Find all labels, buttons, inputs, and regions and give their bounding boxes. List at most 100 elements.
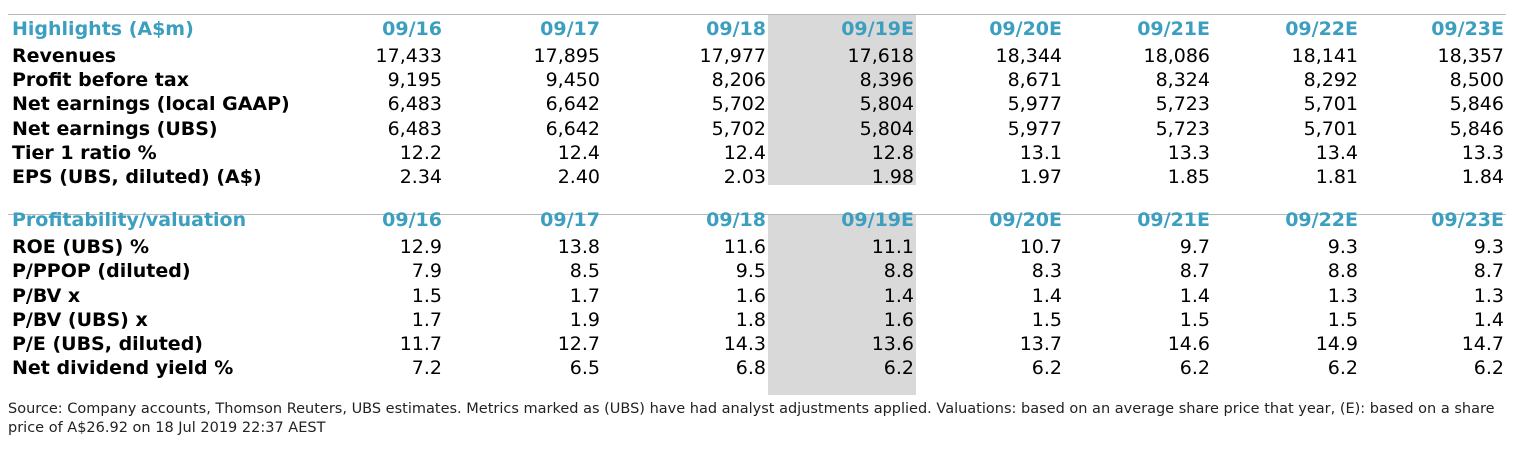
row-label: EPS (UBS, diluted) (A$): [12, 166, 262, 189]
cell-value: 11.7: [399, 332, 442, 355]
highlights-header-row: Highlights (A$m) 09/16 09/17 09/18 09/19E 09/…: [8, 14, 1506, 44]
cell-value: 8.3: [1031, 260, 1062, 283]
cell-value: 5,702: [711, 93, 766, 116]
cell-value: 6.2: [1179, 357, 1210, 380]
column-header: 09/19E: [841, 18, 914, 40]
cell-value: 12.7: [557, 332, 600, 355]
column-header: 09/20E: [989, 18, 1062, 40]
cell-value: 13.1: [1019, 141, 1062, 164]
column-header: 09/18: [706, 18, 766, 40]
section-title: Highlights (A$m): [12, 18, 194, 40]
cell-value: 1.98: [871, 166, 914, 189]
table-row: Net dividend yield % 7.2 6.5 6.8 6.2 6.2 6.2 6.…: [8, 356, 1506, 380]
row-label: P/E (UBS, diluted): [12, 332, 203, 355]
cell-value: 5,804: [859, 117, 914, 140]
cell-value: 12.2: [399, 141, 442, 164]
cell-value: 6.2: [1473, 357, 1504, 380]
cell-value: 1.97: [1019, 166, 1062, 189]
row-label: Tier 1 ratio %: [12, 141, 157, 164]
table-row: Revenues 17,433 17,895 17,977 17,618 18,344 18…: [8, 44, 1506, 68]
cell-value: 2.34: [399, 166, 442, 189]
cell-value: 1.3: [1473, 284, 1504, 307]
section-title: Profitability/valuation: [12, 209, 247, 232]
cell-value: 6,483: [387, 117, 442, 140]
cell-value: 11.1: [871, 236, 914, 259]
cell-value: 5,701: [1303, 93, 1358, 116]
cell-value: 18,357: [1437, 45, 1504, 68]
cell-value: 1.7: [411, 308, 442, 331]
cell-value: 13.3: [1461, 141, 1504, 164]
table-row: P/BV x 1.5 1.7 1.6 1.4 1.4 1.4 1.3 1.3: [8, 284, 1506, 308]
cell-value: 1.4: [1031, 284, 1062, 307]
table-row: EPS (UBS, diluted) (A$) 2.34 2.40 2.03 1.98 1…: [8, 165, 1506, 189]
column-header: 09/21E: [1137, 18, 1210, 40]
cell-value: 5,723: [1155, 93, 1210, 116]
cell-value: 13.3: [1167, 141, 1210, 164]
profitability-section: Profitability/valuation 09/16 09/17 09/18 09…: [8, 205, 1506, 380]
cell-value: 6.2: [1327, 357, 1358, 380]
cell-value: 11.6: [723, 236, 766, 259]
row-label: Net earnings (UBS): [12, 117, 218, 140]
column-header: 09/19E: [841, 209, 914, 232]
cell-value: 10.7: [1019, 236, 1062, 259]
table-row: ROE (UBS) % 12.9 13.8 11.6 11.1 10.7 9.7 9.3 9.3: [8, 235, 1506, 259]
highlights-section: Highlights (A$m) 09/16 09/17 09/18 09/19E 09/…: [8, 14, 1506, 189]
cell-value: 6.2: [883, 357, 914, 380]
cell-value: 8.7: [1179, 260, 1210, 283]
cell-value: 12.8: [871, 141, 914, 164]
estimate-column-shading: [768, 14, 916, 185]
column-header: 09/18: [706, 209, 766, 232]
cell-value: 5,846: [1449, 117, 1504, 140]
cell-value: 1.84: [1461, 166, 1504, 189]
cell-value: 17,618: [847, 45, 914, 68]
cell-value: 13.8: [557, 236, 600, 259]
column-header: 09/20E: [989, 209, 1062, 232]
column-header: 09/23E: [1431, 18, 1504, 40]
cell-value: 14.6: [1167, 332, 1210, 355]
cell-value: 8,292: [1303, 69, 1358, 92]
row-label: ROE (UBS) %: [12, 236, 149, 259]
cell-value: 8,500: [1449, 69, 1504, 92]
row-label: P/BV x: [12, 284, 81, 307]
row-label: P/BV (UBS) x: [12, 308, 148, 331]
cell-value: 5,977: [1007, 117, 1062, 140]
cell-value: 8.5: [569, 260, 600, 283]
cell-value: 5,846: [1449, 93, 1504, 116]
cell-value: 17,895: [533, 45, 600, 68]
column-header: 09/21E: [1137, 209, 1210, 232]
cell-value: 6.2: [1031, 357, 1062, 380]
cell-value: 12.9: [399, 236, 442, 259]
cell-value: 14.3: [723, 332, 766, 355]
cell-value: 8,671: [1007, 69, 1062, 92]
column-header: 09/16: [382, 18, 442, 40]
row-label: Revenues: [12, 45, 117, 68]
cell-value: 1.7: [569, 284, 600, 307]
cell-value: 5,702: [711, 117, 766, 140]
column-header: 09/22E: [1285, 18, 1358, 40]
cell-value: 13.4: [1315, 141, 1358, 164]
cell-value: 7.9: [411, 260, 442, 283]
cell-value: 18,086: [1143, 45, 1210, 68]
cell-value: 17,433: [375, 45, 442, 68]
cell-value: 9,195: [387, 69, 442, 92]
cell-value: 1.9: [569, 308, 600, 331]
column-header: 09/17: [540, 18, 600, 40]
cell-value: 9.7: [1179, 236, 1210, 259]
profitability-header-row: Profitability/valuation 09/16 09/17 09/18 09…: [8, 205, 1506, 235]
row-label: Profit before tax: [12, 69, 189, 92]
cell-value: 13.6: [871, 332, 914, 355]
table-row: Tier 1 ratio % 12.2 12.4 12.4 12.8 13.1 13.3 13…: [8, 141, 1506, 165]
cell-value: 2.40: [557, 166, 600, 189]
cell-value: 1.6: [735, 284, 766, 307]
row-label: Net dividend yield %: [12, 357, 234, 380]
cell-value: 18,344: [995, 45, 1062, 68]
cell-value: 5,723: [1155, 117, 1210, 140]
financial-summary: Highlights (A$m) 09/16 09/17 09/18 09/19E 09/…: [8, 14, 1506, 395]
cell-value: 1.6: [883, 308, 914, 331]
section-gap: [8, 189, 1506, 205]
cell-value: 17,977: [699, 45, 766, 68]
cell-value: 8,206: [711, 69, 766, 92]
cell-value: 14.9: [1315, 332, 1358, 355]
column-header: 09/23E: [1431, 209, 1504, 232]
cell-value: 9.3: [1327, 236, 1358, 259]
